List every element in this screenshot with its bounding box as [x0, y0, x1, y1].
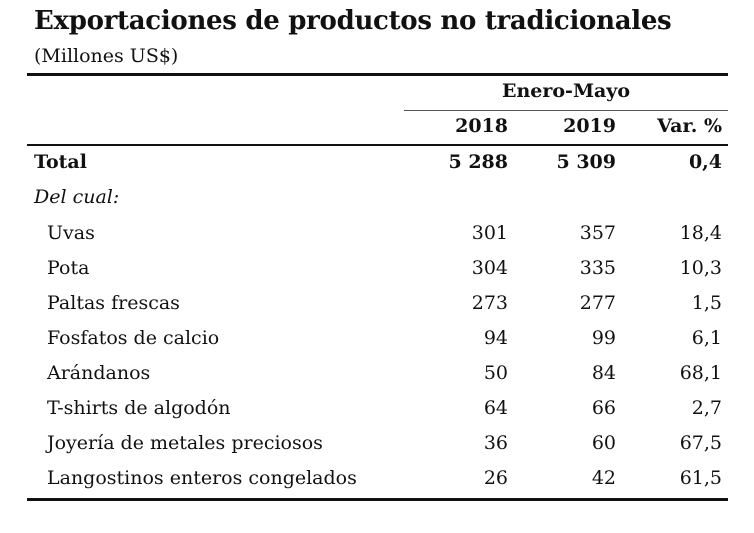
value-var: 68,1	[679, 362, 722, 384]
value-2019: 335	[579, 257, 616, 279]
table-row: Uvas 301 357 18,4	[0, 218, 754, 252]
period-group-underline	[404, 110, 728, 111]
row-label: Pota	[47, 257, 90, 279]
value-2019: 277	[579, 292, 616, 314]
table-row: T-shirts de algodón 64 66 2,7	[0, 393, 754, 427]
value-2018: 304	[471, 257, 508, 279]
value-var: 6,1	[691, 327, 722, 349]
value-2019: 5 309	[556, 151, 617, 173]
value-var: 0,4	[688, 151, 722, 173]
row-label: T-shirts de algodón	[47, 397, 231, 419]
table-row: Joyería de metales preciosos 36 60 67,5	[0, 428, 754, 462]
value-2018: 301	[471, 222, 508, 244]
value-2018: 36	[483, 432, 508, 454]
header-rule	[27, 144, 728, 146]
of-which-row: Del cual:	[0, 182, 754, 216]
row-label: Joyería de metales preciosos	[47, 432, 323, 454]
row-label: Uvas	[47, 222, 95, 244]
column-header-2018: 2018	[455, 115, 508, 137]
table-row: Fosfatos de calcio 94 99 6,1	[0, 323, 754, 357]
value-var: 2,7	[691, 397, 722, 419]
row-label: Fosfatos de calcio	[47, 327, 220, 349]
value-var: 10,3	[679, 257, 722, 279]
value-2018: 26	[483, 467, 508, 489]
table-title: Exportaciones de productos no tradiciona…	[34, 6, 672, 36]
table-row: Pota 304 335 10,3	[0, 253, 754, 287]
value-var: 18,4	[679, 222, 722, 244]
value-var: 67,5	[679, 432, 722, 454]
row-label: Langostinos enteros congelados	[47, 467, 357, 489]
value-2019: 84	[591, 362, 616, 384]
value-2018: 273	[471, 292, 508, 314]
value-2018: 50	[483, 362, 508, 384]
column-header-var: Var. %	[657, 115, 722, 137]
top-rule	[27, 73, 728, 76]
row-label: Arándanos	[47, 362, 151, 384]
value-2019: 42	[591, 467, 616, 489]
column-header-2019: 2019	[563, 115, 616, 137]
value-2019: 66	[591, 397, 616, 419]
table-row: Paltas frescas 273 277 1,5	[0, 288, 754, 322]
row-label: Paltas frescas	[47, 292, 180, 314]
total-row: Total 5 288 5 309 0,4	[0, 147, 754, 181]
value-2019: 60	[591, 432, 616, 454]
table-row: Arándanos 50 84 68,1	[0, 358, 754, 392]
value-2018: 94	[483, 327, 508, 349]
row-label: Total	[34, 151, 87, 173]
value-2019: 357	[579, 222, 616, 244]
value-var: 61,5	[679, 467, 722, 489]
value-2018: 5 288	[448, 151, 509, 173]
table-row: Langostinos enteros congelados 26 42 61,…	[0, 463, 754, 497]
value-2018: 64	[483, 397, 508, 419]
bottom-rule	[27, 498, 728, 501]
of-which-label: Del cual:	[34, 186, 120, 208]
value-var: 1,5	[691, 292, 722, 314]
value-2019: 99	[591, 327, 616, 349]
period-group-label: Enero-Mayo	[501, 80, 630, 102]
table-subtitle: (Millones US$)	[34, 45, 179, 67]
